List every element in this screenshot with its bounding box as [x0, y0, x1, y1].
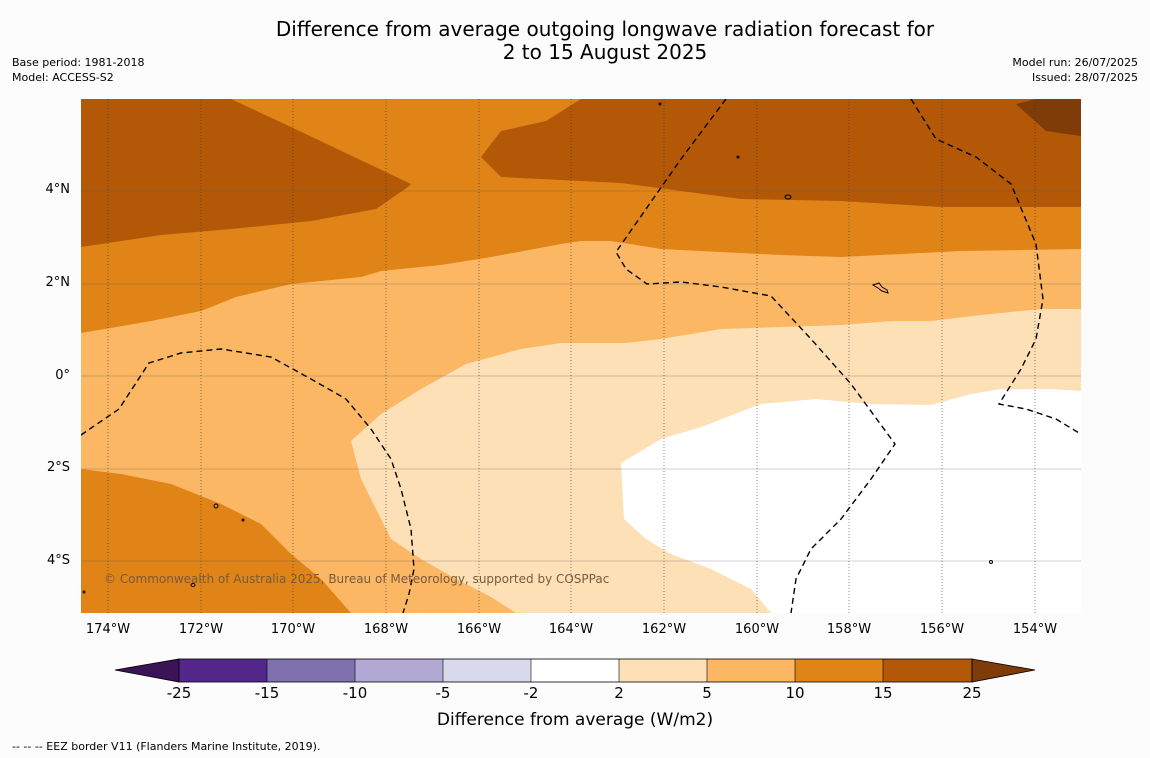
band-25-plus	[1016, 99, 1081, 136]
lon-label-154w: 154°W	[1012, 622, 1058, 637]
model-run-text: Model run: 26/07/2025	[1012, 56, 1138, 69]
island-outlines	[82, 102, 993, 594]
band-15-25-northeast	[481, 99, 1081, 207]
contour-map	[81, 99, 1081, 613]
colorbar-seg-1	[179, 659, 267, 682]
colorbar-tick-m15: -15	[254, 684, 280, 702]
lon-label-168w: 168°W	[363, 622, 409, 637]
colorbar-tick-25: 25	[962, 684, 982, 702]
colorbar-arrow-low	[114, 658, 180, 683]
lat-label-2n: 2°N	[45, 275, 71, 290]
colorbar-tick-2: 2	[614, 684, 624, 702]
lon-label-162w: 162°W	[641, 622, 687, 637]
colorbar-arrow-high	[971, 658, 1036, 683]
lon-label-160w: 160°W	[734, 622, 780, 637]
model-text: Model: ACCESS-S2	[12, 71, 114, 84]
colorbar-title: Difference from average (W/m2)	[436, 710, 714, 730]
colorbar-seg-6	[619, 659, 707, 682]
colorbar-seg-9	[883, 659, 972, 682]
band-10-15-southwest	[81, 469, 291, 613]
title-line-2: 2 to 15 August 2025	[502, 40, 708, 64]
eez-footnote: -- -- -- EEZ border V11 (Flanders Marine…	[12, 740, 321, 753]
lon-label-166w: 166°W	[456, 622, 502, 637]
lon-label-158w: 158°W	[826, 622, 872, 637]
band-15-25-north	[81, 99, 411, 247]
colorbar-tick-m2: -2	[523, 684, 539, 702]
issued-text: Issued: 28/07/2025	[1031, 71, 1138, 84]
colorbar	[114, 658, 1036, 683]
lon-label-174w: 174°W	[85, 622, 131, 637]
colorbar-seg-2	[267, 659, 355, 682]
colorbar-seg-4	[443, 659, 531, 682]
lat-label-4n: 4°N	[45, 182, 71, 197]
band-neutral	[621, 389, 1081, 613]
lon-label-172w: 172°W	[178, 622, 224, 637]
colorbar-seg-5	[531, 659, 619, 682]
colorbar-tick-m5: -5	[435, 684, 451, 702]
colorbar-tick-10: 10	[785, 684, 805, 702]
colorbar-tick-m10: -10	[342, 684, 368, 702]
lat-label-0: 0°	[55, 368, 70, 383]
lon-label-164w: 164°W	[548, 622, 594, 637]
eez-borders	[81, 99, 1080, 613]
lon-label-170w: 170°W	[270, 622, 316, 637]
lat-label-2s: 2°S	[46, 460, 70, 475]
colorbar-seg-8	[795, 659, 883, 682]
lon-label-156w: 156°W	[919, 622, 965, 637]
base-period-text: Base period: 1981-2018	[12, 56, 145, 69]
colorbar-tick-m25: -25	[166, 684, 192, 702]
meta-left: Base period: 1981-2018 Model: ACCESS-S2	[12, 55, 144, 85]
grid-lines	[81, 190, 1081, 562]
colorbar-tick-15: 15	[873, 684, 893, 702]
map-panel	[81, 99, 1081, 613]
colorbar-seg-7	[707, 659, 795, 682]
colorbar-tick-5: 5	[702, 684, 712, 702]
colorbar-seg-3	[355, 659, 443, 682]
copyright-notice: © Commonwealth of Australia 2025, Bureau…	[104, 572, 610, 586]
title-line-1: Difference from average outgoing longwav…	[275, 17, 935, 41]
chart-title: Difference from average outgoing longwav…	[0, 18, 1150, 64]
meta-right: Model run: 26/07/2025 Issued: 28/07/2025	[1012, 55, 1138, 85]
lat-label-4s: 4°S	[46, 553, 70, 568]
